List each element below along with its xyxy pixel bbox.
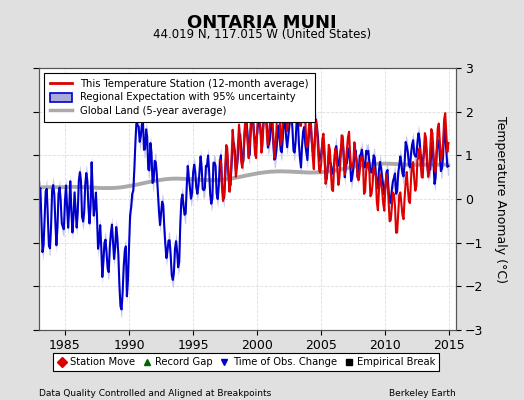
Legend: Station Move, Record Gap, Time of Obs. Change, Empirical Break: Station Move, Record Gap, Time of Obs. C…: [53, 353, 440, 371]
Legend: This Temperature Station (12-month average), Regional Expectation with 95% uncer: This Temperature Station (12-month avera…: [45, 73, 315, 122]
Text: Data Quality Controlled and Aligned at Breakpoints: Data Quality Controlled and Aligned at B…: [39, 389, 271, 398]
Text: ONTARIA MUNI: ONTARIA MUNI: [187, 14, 337, 32]
Text: Berkeley Earth: Berkeley Earth: [389, 389, 456, 398]
Text: 44.019 N, 117.015 W (United States): 44.019 N, 117.015 W (United States): [153, 28, 371, 41]
Y-axis label: Temperature Anomaly (°C): Temperature Anomaly (°C): [494, 116, 507, 282]
